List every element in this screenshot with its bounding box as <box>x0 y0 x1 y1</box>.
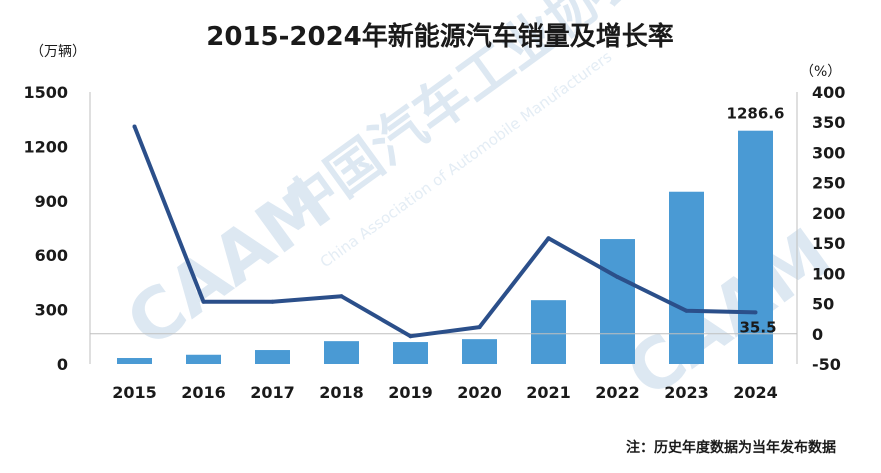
line-point <box>201 299 206 304</box>
chart-title: 2015-2024年新能源汽车销量及增长率 <box>206 21 674 52</box>
footnote: 注：历史年度数据为当年发布数据 <box>626 439 836 456</box>
line-point <box>132 124 137 129</box>
right-tick-label: 200 <box>812 204 845 223</box>
right-axis: -50 0 50 100 150 200 250 300 350 400 <box>796 83 845 374</box>
right-tick-label: 300 <box>812 143 845 162</box>
line-point <box>270 299 275 304</box>
left-tick-label: 300 <box>35 301 68 320</box>
right-tick-label: 400 <box>812 83 845 102</box>
left-tick-label: 1500 <box>23 83 68 102</box>
bar <box>324 341 359 364</box>
x-tick-label: 2024 <box>733 383 778 402</box>
line-point <box>753 310 758 315</box>
bar <box>738 130 773 364</box>
data-labels: 1286.6 35.5 <box>727 105 785 337</box>
left-axis-unit: （万辆） <box>30 44 86 60</box>
line-series <box>132 124 758 339</box>
line-point <box>546 236 551 241</box>
right-axis-unit: （%） <box>800 64 841 80</box>
line-point <box>684 308 689 313</box>
line-point <box>477 325 482 330</box>
bar <box>462 339 497 364</box>
x-tick-label: 2019 <box>388 383 433 402</box>
bar <box>531 300 566 364</box>
left-tick-label: 900 <box>35 192 68 211</box>
right-tick-label: 0 <box>812 325 823 344</box>
bar <box>117 358 152 364</box>
bar <box>255 350 290 364</box>
right-tick-label: 50 <box>812 295 834 314</box>
x-tick-label: 2018 <box>319 383 364 402</box>
x-tick-label: 2020 <box>457 383 502 402</box>
x-tick-label: 2016 <box>181 383 226 402</box>
left-axis: 0 300 600 900 1200 1500 <box>23 83 91 374</box>
right-tick-label: 100 <box>812 264 845 283</box>
bar <box>600 239 635 364</box>
right-tick-label: 250 <box>812 174 845 193</box>
x-tick-label: 2023 <box>664 383 709 402</box>
x-tick-label: 2015 <box>112 383 157 402</box>
x-tick-label: 2022 <box>595 383 640 402</box>
x-axis: 2015 2016 2017 2018 2019 2020 2021 2022 2023 2024 <box>112 383 778 402</box>
right-tick-label: 150 <box>812 234 845 253</box>
bar <box>186 354 221 364</box>
data-label: 1286.6 <box>727 105 785 123</box>
bar <box>669 191 704 364</box>
bar-series <box>117 130 773 364</box>
data-label: 35.5 <box>740 318 777 336</box>
right-tick-label: -50 <box>812 355 841 374</box>
growth-line <box>132 125 756 339</box>
x-tick-label: 2017 <box>250 383 295 402</box>
left-tick-label: 0 <box>57 355 68 374</box>
line-point <box>339 294 344 299</box>
bar <box>393 342 428 364</box>
line-point <box>615 274 620 279</box>
right-tick-label: 350 <box>812 113 845 132</box>
left-tick-label: 600 <box>35 246 68 265</box>
x-tick-label: 2021 <box>526 383 571 402</box>
line-point <box>408 334 413 339</box>
left-tick-label: 1200 <box>23 137 68 156</box>
